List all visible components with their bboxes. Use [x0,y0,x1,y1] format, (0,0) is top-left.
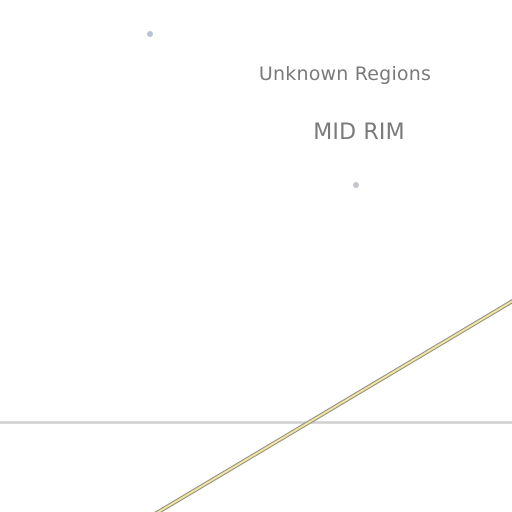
hyperspace-lane[interactable] [154,299,512,512]
location-marker-1[interactable] [147,31,153,37]
location-marker-2[interactable] [353,182,359,188]
region-label-unknown-regions: Unknown Regions [258,63,432,85]
region-label-mid-rim: MID RIM [313,120,405,145]
